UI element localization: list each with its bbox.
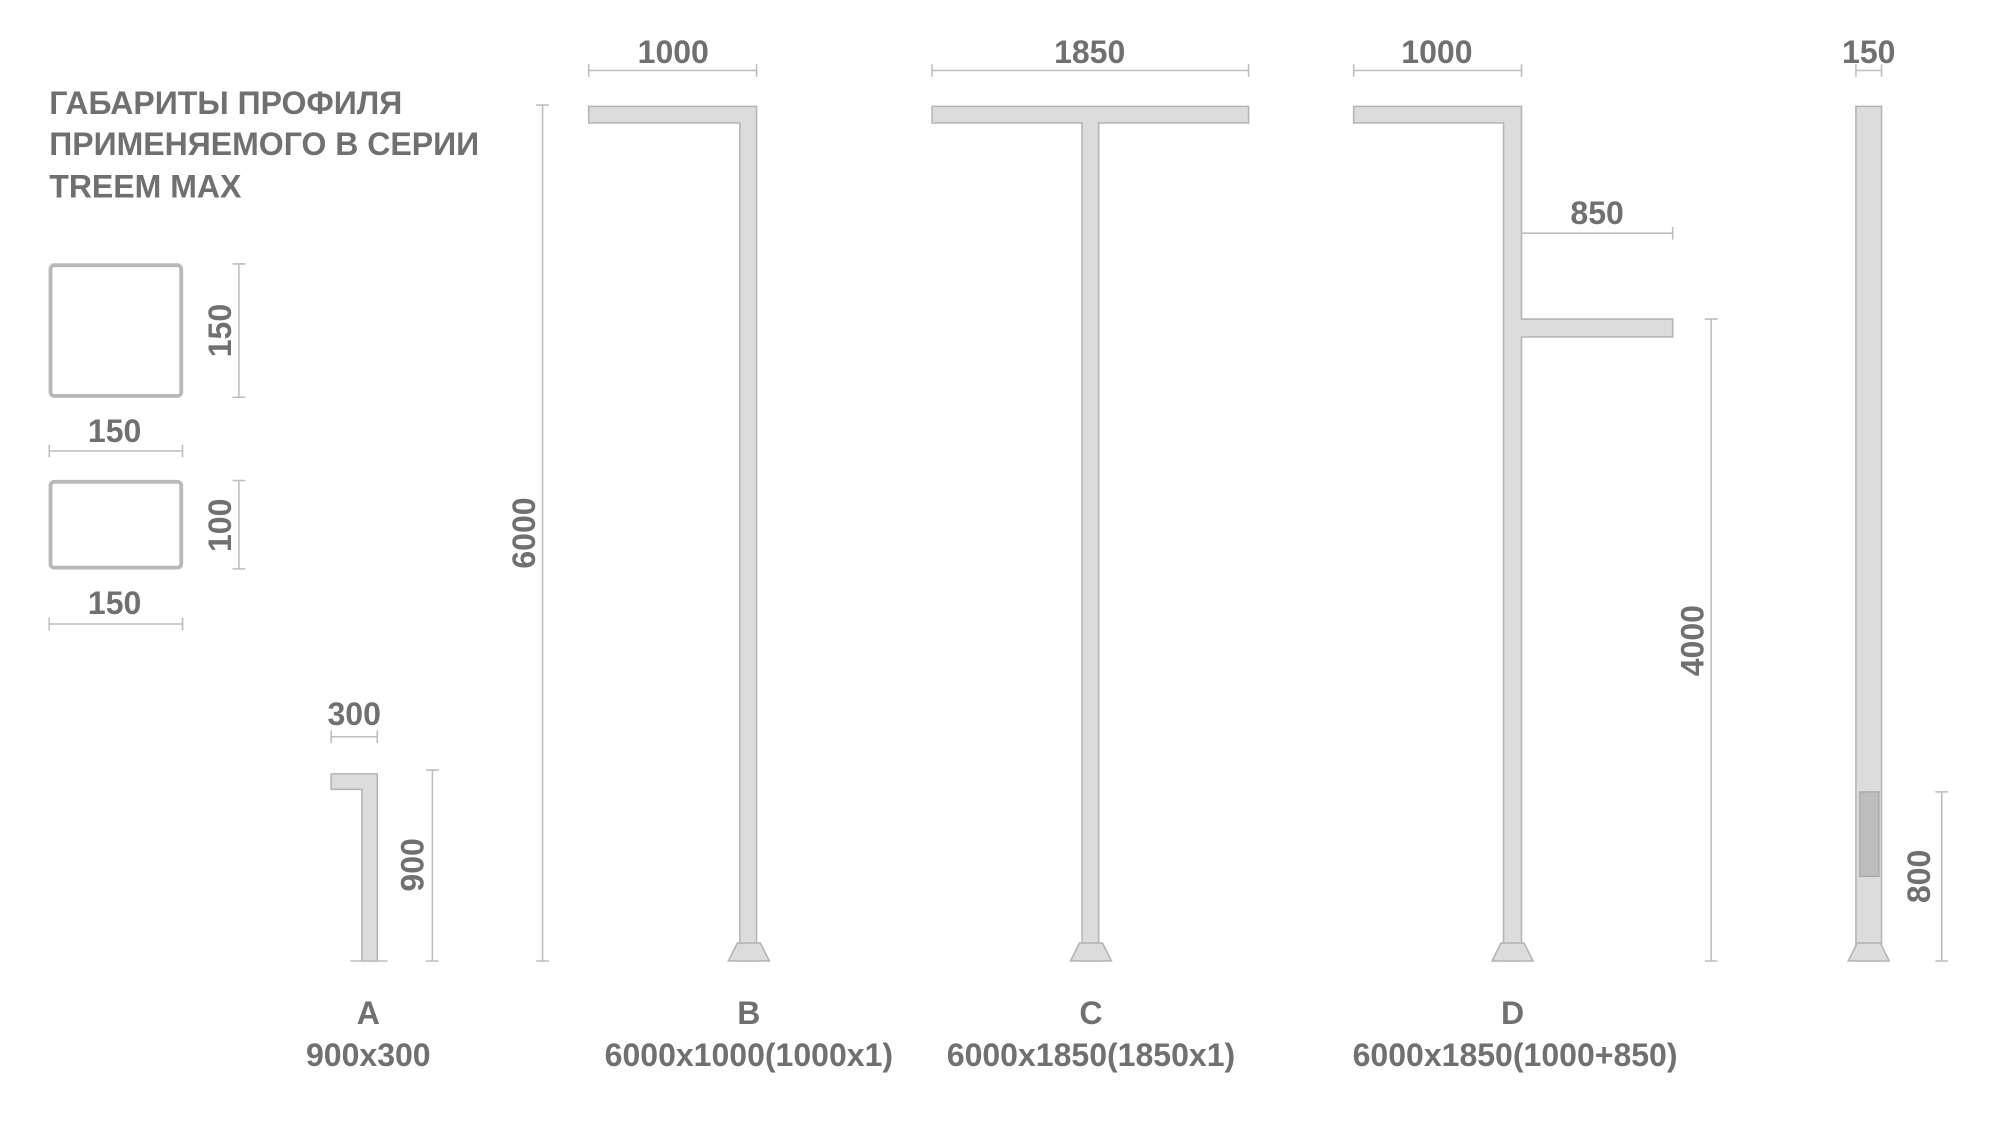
dim-line: [1521, 226, 1674, 240]
title-line-3: TREEM MAX: [49, 168, 242, 204]
profile-square: [48, 263, 184, 398]
title-line-2: ПРИМЕНЯЕМОГО В СЕРИИ: [49, 126, 479, 162]
pole-c: [931, 105, 1250, 962]
a-letter: A: [357, 995, 380, 1031]
b-letter: B: [737, 995, 760, 1031]
dim-line: [536, 104, 549, 962]
b-arm: 1000: [638, 34, 709, 70]
dim-line: [1935, 791, 1949, 962]
panel-height: 800: [1901, 850, 1937, 903]
dim-line: [1855, 64, 1883, 77]
c-size: 6000x1850(1850x1): [947, 1037, 1235, 1073]
door-panel: [1859, 791, 1880, 878]
profile-2-height: 100: [202, 499, 238, 552]
dim-line: [1352, 64, 1523, 77]
profile-rect: [48, 479, 184, 570]
profile-2-width: 150: [88, 585, 141, 621]
dim-line: [931, 64, 1250, 77]
d-arm: 1000: [1401, 34, 1472, 70]
profile-1-width: 150: [88, 413, 141, 449]
dim-line: [587, 64, 758, 77]
d-letter: D: [1501, 995, 1524, 1031]
pole-b: [587, 105, 758, 962]
title-line-1: ГАБАРИТЫ ПРОФИЛЯ: [49, 85, 402, 121]
a-arm: 300: [328, 696, 381, 732]
side-width: 150: [1842, 34, 1895, 70]
dim-line: [425, 769, 439, 962]
d-arm2: 850: [1570, 195, 1623, 231]
base-c: [1069, 942, 1113, 962]
a-size: 900x300: [306, 1037, 431, 1073]
c-letter: C: [1079, 995, 1102, 1031]
base-d: [1490, 942, 1535, 962]
base-side: [1846, 942, 1891, 962]
dim-line: [48, 444, 184, 458]
pole-d: [1352, 105, 1674, 962]
dim-line: [1704, 318, 1718, 962]
d-size: 6000x1850(1000+850): [1353, 1037, 1678, 1073]
a-height: 900: [394, 838, 430, 891]
d-arm2-height: 4000: [1674, 605, 1710, 676]
dim-line: [232, 263, 246, 398]
profile-1-height: 150: [202, 304, 238, 357]
base-b: [727, 942, 771, 962]
b-size: 6000x1000(1000x1): [605, 1037, 893, 1073]
dim-line: [330, 730, 379, 744]
c-arm: 1850: [1054, 34, 1125, 70]
dim-line: [48, 617, 184, 631]
common-height: 6000: [506, 497, 542, 568]
pole-a: [330, 773, 379, 962]
dim-line: [232, 479, 246, 570]
